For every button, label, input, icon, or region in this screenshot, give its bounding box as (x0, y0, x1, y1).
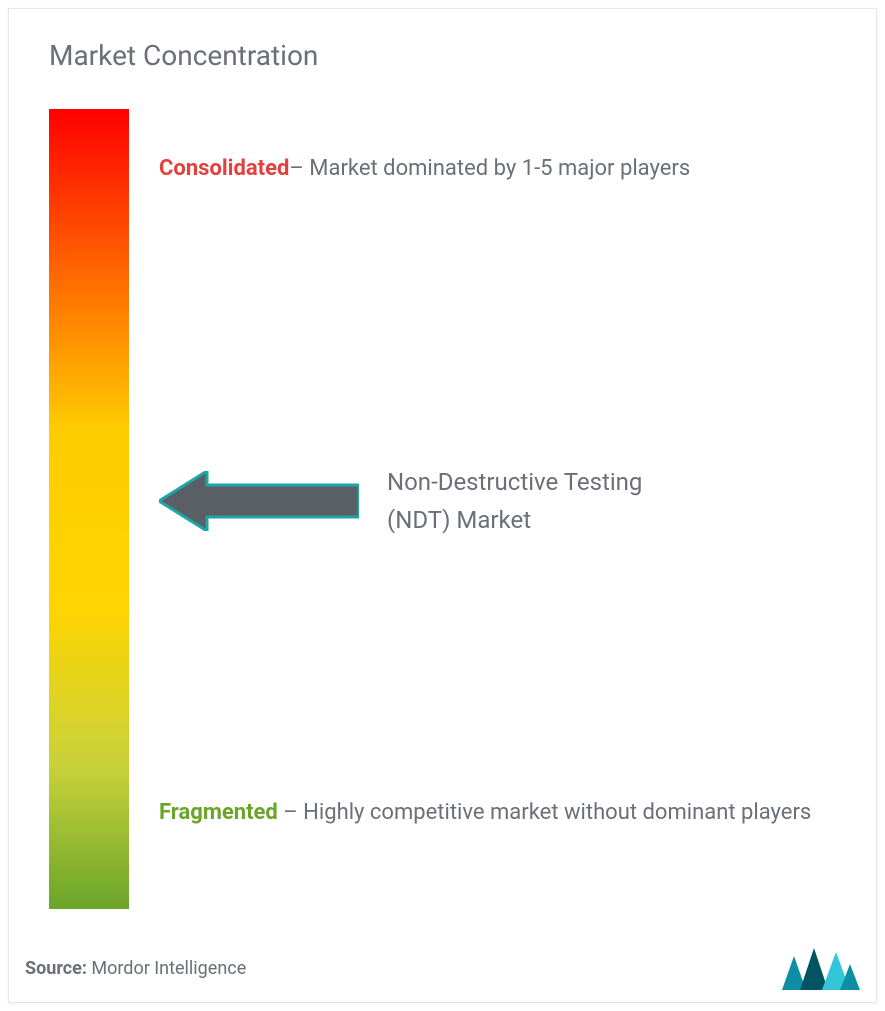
content-area: Consolidated– Market dominated by 1-5 ma… (159, 109, 846, 909)
consolidated-key: Consolidated (159, 156, 289, 181)
fragmented-section: Fragmented – Highly competitive market w… (159, 789, 846, 837)
market-label: Non-Destructive Testing (NDT) Market (387, 463, 642, 540)
page-title: Market Concentration (49, 39, 318, 72)
arrow-left-icon (159, 471, 359, 531)
card: Market Concentration Consolidated– Marke… (8, 8, 877, 1003)
fragmented-desc: – Highly competitive market without domi… (278, 800, 811, 825)
source-label: Source: (25, 958, 87, 979)
market-line2: (NDT) Market (387, 506, 531, 534)
market-indicator: Non-Destructive Testing (NDT) Market (159, 463, 836, 540)
market-line1: Non-Destructive Testing (387, 468, 642, 496)
source-text: Source: Mordor Intelligence (25, 958, 246, 979)
concentration-scale (49, 109, 129, 909)
footer: Source: Mordor Intelligence (25, 946, 860, 990)
fragmented-key: Fragmented (159, 800, 278, 825)
consolidated-desc: – Market dominated by 1-5 major players (289, 156, 690, 181)
brand-logo-icon (782, 946, 860, 990)
source-name: Mordor Intelligence (87, 958, 246, 979)
consolidated-section: Consolidated– Market dominated by 1-5 ma… (159, 145, 846, 193)
